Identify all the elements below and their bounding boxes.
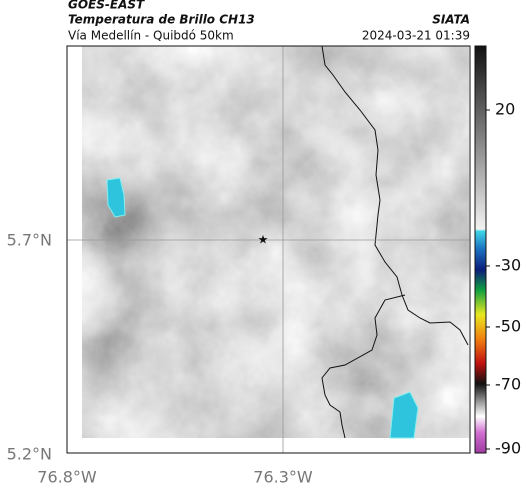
border bbox=[321, 294, 406, 439]
product-title: Temperatura de Brillo CH13 bbox=[68, 13, 255, 27]
location-star: ★ bbox=[258, 233, 269, 247]
source: SIATA bbox=[432, 13, 470, 27]
route: Vía Medellín - Quibdó 50km bbox=[68, 29, 234, 43]
datetime: 2024-03-21 01:39 bbox=[362, 29, 470, 43]
satellite-image bbox=[82, 46, 469, 438]
map: ★ bbox=[66, 45, 471, 454]
lon-label: 76.8°W bbox=[37, 468, 97, 487]
border bbox=[321, 45, 469, 346]
colorbar-label: -90 bbox=[495, 439, 521, 458]
colorbar-label: -30 bbox=[495, 256, 521, 275]
colorbar-label: -70 bbox=[495, 375, 521, 394]
colorbar: 20 -30 -50 -70 -90 bbox=[474, 45, 521, 458]
cold-cloud bbox=[106, 177, 126, 218]
cold-cloud bbox=[389, 391, 419, 439]
colorbar-label: -50 bbox=[495, 317, 521, 336]
satellite: GOES-EAST bbox=[68, 0, 145, 12]
lat-label: 5.2°N bbox=[7, 445, 52, 464]
lat-label: 5.7°N bbox=[7, 231, 52, 250]
colorbar-label: 20 bbox=[495, 100, 515, 119]
lon-label: 76.3°W bbox=[253, 468, 313, 487]
